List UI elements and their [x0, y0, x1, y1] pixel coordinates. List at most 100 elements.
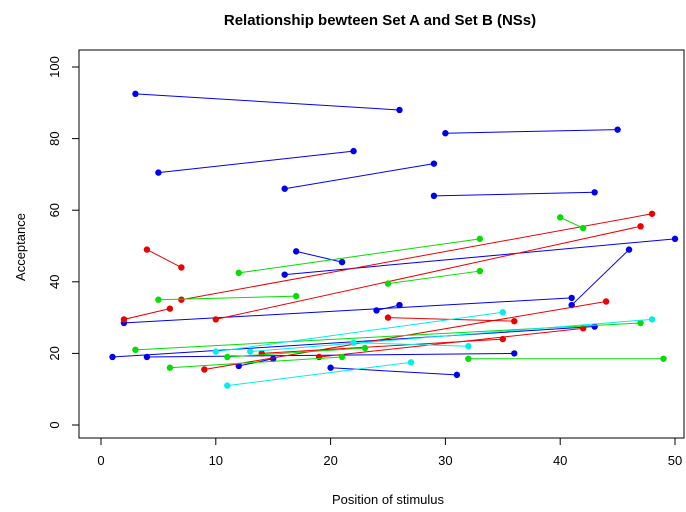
data-point: [212, 348, 219, 355]
segment-line: [135, 93, 400, 111]
data-point: [178, 264, 185, 271]
x-tick-label: 40: [553, 453, 567, 468]
segment-line: [433, 191, 595, 197]
data-point: [591, 189, 598, 196]
x-tick-label: 0: [97, 453, 104, 468]
data-point: [281, 185, 288, 192]
data-point: [132, 346, 139, 354]
plot-frame: [78, 49, 685, 439]
data-point: [350, 339, 357, 346]
segment-line: [250, 318, 653, 353]
data-point: [120, 316, 128, 323]
data-point: [338, 258, 346, 266]
series-segment-blue: [430, 189, 598, 200]
series-segment-red: [178, 210, 656, 303]
data-point: [327, 364, 334, 371]
data-point: [499, 309, 506, 316]
segment-line: [123, 297, 572, 324]
segment-line: [146, 352, 515, 358]
data-point: [579, 325, 587, 332]
segment-line: [215, 225, 641, 320]
data-point: [557, 214, 564, 221]
segment-line: [284, 163, 435, 190]
series-segment-green: [224, 344, 369, 361]
segment-line: [445, 129, 618, 134]
data-point: [315, 353, 323, 361]
data-point: [442, 130, 449, 137]
series-segment-green: [155, 292, 300, 303]
data-point: [602, 298, 610, 305]
data-point: [373, 307, 380, 314]
data-point: [292, 248, 300, 255]
y-tick-label: 60: [47, 203, 62, 217]
data-point: [476, 267, 484, 275]
series-segment-green: [132, 319, 644, 354]
series-segment-cyan: [212, 309, 506, 355]
y-tick-label: 40: [47, 275, 62, 289]
data-point: [155, 169, 162, 176]
y-axis-ticks: 0 20 40 60 80 100: [47, 56, 79, 429]
series-segment-blue: [327, 364, 461, 379]
data-point: [166, 364, 174, 371]
x-tick-label: 10: [209, 453, 223, 468]
y-axis-label: Acceptance: [13, 213, 28, 281]
data-point: [132, 90, 139, 98]
segment-line: [330, 367, 457, 376]
segment-line: [123, 308, 170, 320]
data-point: [338, 353, 346, 361]
series-segment-blue: [568, 246, 633, 309]
segment-line: [146, 249, 182, 268]
x-tick-label: 20: [323, 453, 337, 468]
series-segment-blue: [143, 350, 518, 361]
segment-line: [376, 304, 400, 311]
segment-line: [169, 356, 343, 369]
data-point: [247, 348, 254, 355]
series-segment-cyan: [350, 339, 472, 350]
data-point: [430, 160, 438, 167]
data-point: [178, 296, 185, 303]
series-segment-red: [120, 305, 174, 323]
data-point: [384, 314, 392, 321]
data-point: [396, 106, 403, 114]
data-point: [143, 246, 151, 253]
segment-line: [227, 361, 412, 387]
series-segment-red: [315, 325, 587, 361]
segment-line: [227, 347, 366, 358]
data-point: [648, 210, 656, 217]
segment-line: [158, 295, 297, 301]
series-segment-blue: [132, 90, 403, 114]
series-segment-blue: [442, 126, 621, 137]
x-tick-label: 30: [438, 453, 452, 468]
data-point: [166, 305, 174, 312]
x-axis-ticks: 0 10 20 30 40 50: [97, 438, 682, 468]
segment-line: [238, 238, 480, 274]
chart-title: Relationship bewteen Set A and Set B (NS…: [224, 12, 536, 29]
segment-line: [215, 311, 503, 353]
y-tick-label: 80: [47, 131, 62, 145]
segment-line: [353, 342, 469, 347]
series-segment-blue: [155, 147, 357, 176]
data-point: [511, 350, 518, 357]
series-segment-green: [465, 355, 667, 362]
data-point: [637, 319, 644, 327]
data-point: [671, 235, 679, 243]
data-point: [465, 355, 472, 362]
data-point: [511, 317, 518, 325]
data-point: [235, 269, 242, 277]
data-point: [155, 296, 162, 303]
segment-line: [296, 250, 343, 263]
series-segment-red: [212, 223, 644, 323]
data-point: [224, 353, 231, 361]
segment-line: [319, 327, 584, 358]
y-tick-label: 20: [47, 346, 62, 360]
series-segment-blue: [281, 160, 438, 192]
data-point: [361, 344, 369, 352]
series-segment-cyan: [247, 316, 656, 355]
data-point: [350, 147, 357, 155]
data-point: [453, 371, 461, 379]
data-point: [281, 271, 288, 278]
data-point: [292, 292, 300, 300]
segment-line: [571, 249, 630, 306]
data-point: [625, 246, 633, 253]
data-point: [579, 224, 587, 232]
